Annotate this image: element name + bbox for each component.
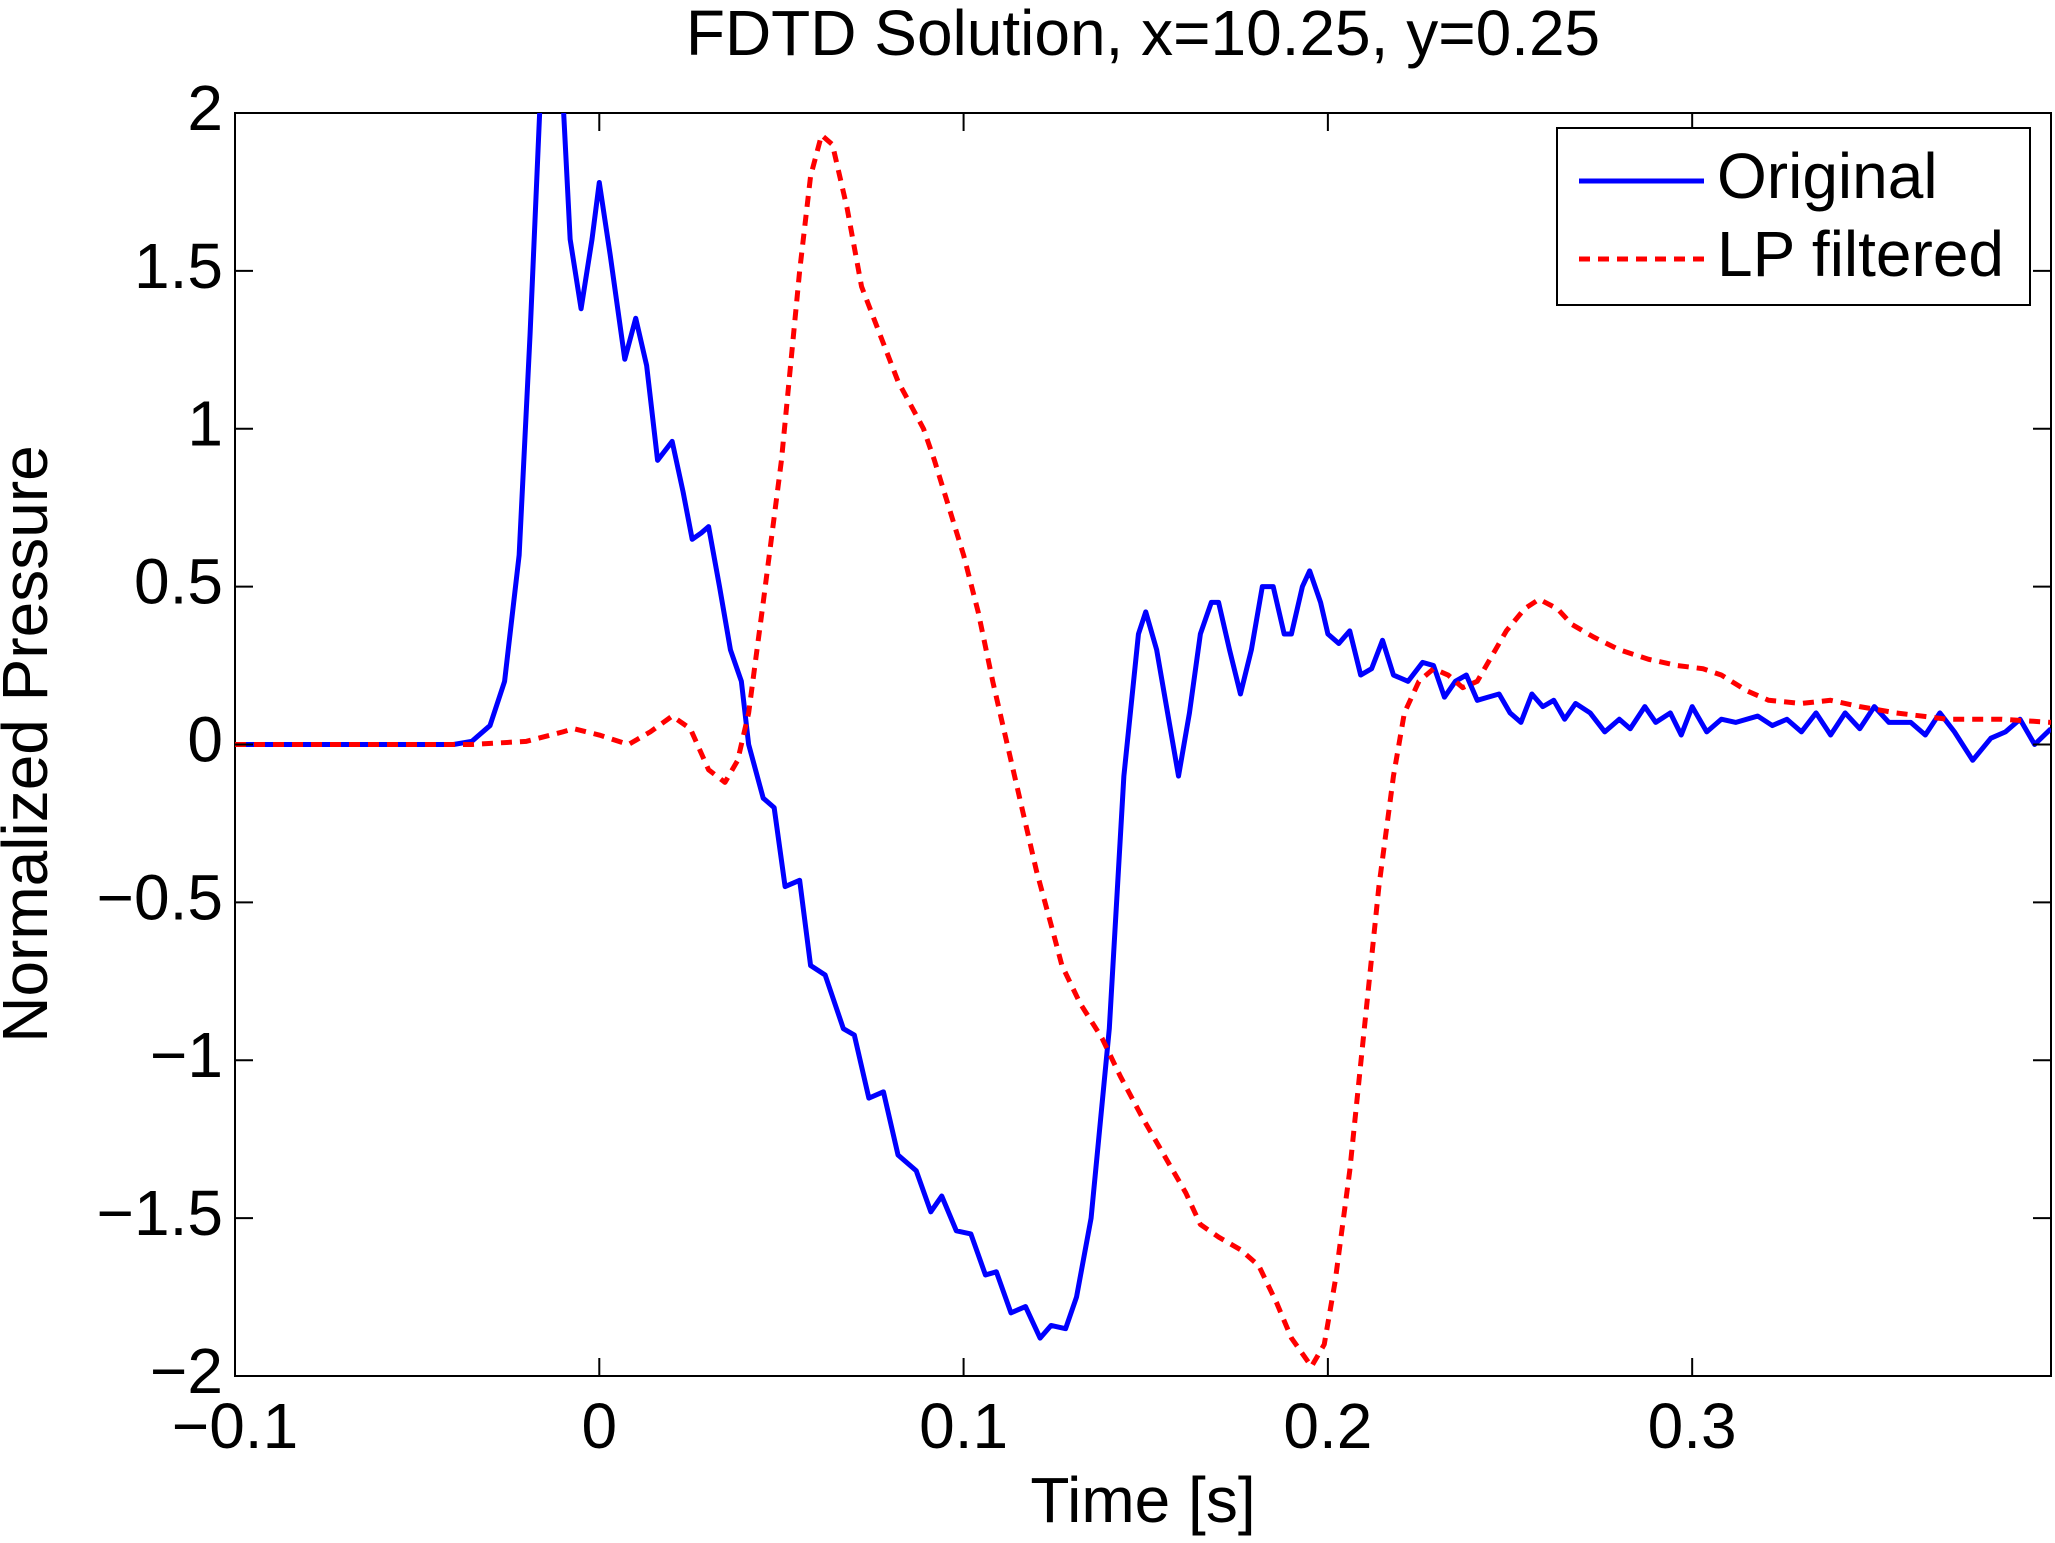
y-tick-label: −1.5 (97, 1177, 223, 1249)
x-tick-label: 0.3 (1648, 1390, 1737, 1462)
x-tick-label: 0.1 (919, 1390, 1008, 1462)
y-tick-label: 0 (187, 703, 223, 775)
y-tick-label: 1 (187, 388, 223, 460)
y-tick-label: 1.5 (134, 230, 223, 302)
x-tick-label: 0 (581, 1390, 617, 1462)
series-line (235, 132, 2051, 1370)
x-tick-label: −0.1 (172, 1390, 298, 1462)
series-line (235, 113, 2051, 1341)
y-tick-label: −0.5 (97, 861, 223, 933)
y-tick-label: 0.5 (134, 546, 223, 618)
plot-area (235, 113, 2051, 1370)
chart-title: FDTD Solution, x=10.25, y=0.25 (686, 0, 1600, 69)
x-tick-label: 0.2 (1283, 1390, 1372, 1462)
legend-label: Original (1717, 140, 1938, 212)
x-axis-label: Time [s] (1030, 1464, 1255, 1536)
legend-box (1556, 127, 2031, 306)
y-tick-label: 2 (187, 72, 223, 144)
y-tick-label: −2 (150, 1335, 223, 1407)
y-axis-label: Normalized Pressure (0, 445, 61, 1043)
y-tick-label: −1 (150, 1019, 223, 1091)
legend-label: LP filtered (1717, 218, 2004, 290)
